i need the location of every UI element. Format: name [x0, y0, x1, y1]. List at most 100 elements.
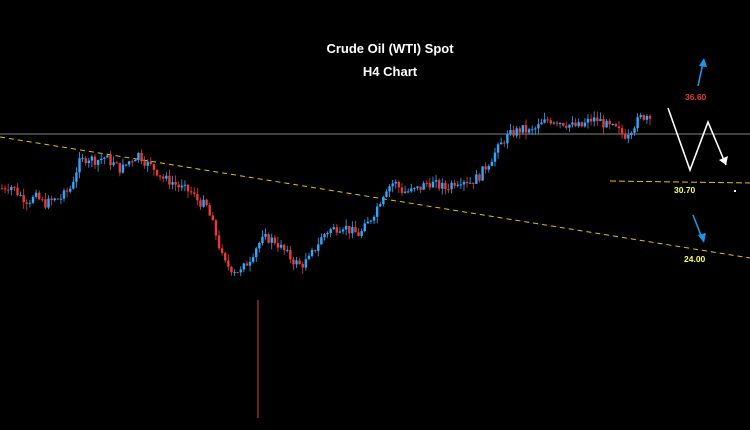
candle-body	[484, 166, 487, 170]
candle-body	[69, 188, 72, 192]
candle-body	[372, 216, 376, 221]
candle-body	[248, 261, 252, 266]
candle-body	[506, 134, 509, 144]
candle-body	[648, 115, 652, 119]
candle-body	[292, 259, 295, 265]
candle-body	[158, 175, 162, 177]
candle-body	[127, 161, 131, 165]
candle-body	[385, 191, 388, 197]
candle-body	[171, 182, 174, 185]
candle-body	[22, 194, 25, 203]
candle-body	[366, 221, 370, 224]
candle-body	[214, 220, 218, 236]
candle-body	[636, 117, 639, 129]
candle-body	[534, 128, 537, 130]
candle-body	[44, 199, 47, 208]
candle-body	[425, 183, 428, 185]
projection-path	[667, 107, 727, 173]
candle-body	[434, 180, 438, 182]
candle-body	[441, 183, 444, 189]
candle-body	[487, 166, 490, 170]
candle-body	[3, 188, 7, 190]
candle-body	[93, 156, 97, 165]
candle-body	[146, 161, 149, 166]
candle-body	[341, 229, 345, 232]
candle-body	[490, 161, 494, 167]
candle-body	[143, 161, 146, 166]
candle-body	[599, 119, 602, 122]
candle-body	[437, 180, 441, 189]
candle-body	[301, 264, 304, 268]
candle-body	[617, 126, 621, 129]
candle-body	[360, 231, 363, 237]
candle-body	[131, 161, 134, 163]
candle-body	[162, 176, 165, 179]
candle-body	[611, 124, 614, 126]
candle-body	[530, 129, 534, 131]
candle-body	[137, 152, 140, 160]
candle-body	[208, 205, 211, 216]
candle-body	[313, 250, 317, 252]
candle-body	[642, 115, 645, 120]
candle-body	[630, 132, 633, 135]
candle-body	[34, 192, 38, 197]
candle-body	[499, 142, 503, 145]
candle-body	[140, 152, 143, 162]
candle-body	[574, 122, 577, 127]
level-1-label: 30.70	[674, 185, 696, 195]
candle-body	[0, 188, 4, 190]
candle-body	[100, 158, 103, 161]
candle-body	[205, 199, 208, 206]
candle-body	[428, 183, 432, 188]
candle-body	[124, 164, 128, 166]
candle-body	[447, 189, 450, 191]
candle-body	[217, 235, 221, 249]
candle-body	[174, 182, 177, 185]
candle-body	[478, 174, 481, 181]
candle-body	[276, 243, 280, 248]
candle-body	[422, 183, 425, 190]
candle-body	[354, 226, 357, 233]
candle-body	[103, 157, 106, 159]
candle-body	[639, 115, 642, 118]
candle-body	[62, 190, 66, 199]
candle-body	[444, 183, 447, 190]
candle-body	[220, 248, 224, 253]
candle-body	[335, 227, 339, 233]
candle-body	[605, 120, 608, 128]
candle-body	[90, 156, 94, 161]
candle-body	[109, 155, 112, 166]
candle-body	[47, 198, 50, 208]
candle-body	[230, 266, 233, 273]
candle-body	[7, 189, 10, 191]
candle-body	[558, 122, 562, 124]
candle-body	[155, 169, 159, 176]
candle-body	[286, 249, 289, 251]
candle-body	[87, 160, 91, 164]
candle-body	[583, 122, 587, 127]
candle-body	[19, 194, 22, 196]
candle-body	[608, 120, 611, 125]
candle-body	[323, 234, 326, 238]
candle-body	[450, 182, 453, 190]
candle-body	[295, 260, 298, 265]
candle-body	[338, 231, 342, 233]
candle-body	[13, 186, 16, 188]
candle-body	[348, 225, 351, 234]
projection-dot	[734, 190, 736, 192]
candle-body	[633, 128, 636, 133]
candle-body	[320, 237, 323, 245]
candle-body	[245, 263, 249, 266]
candle-body	[645, 115, 649, 120]
candle-body	[456, 184, 459, 186]
candle-body	[524, 125, 528, 133]
candle-body	[375, 206, 379, 217]
candle-body	[400, 187, 404, 193]
candle-body	[468, 182, 472, 184]
candle-body	[261, 236, 264, 243]
down-arrow-head	[698, 233, 706, 243]
candle-body	[224, 252, 227, 261]
candle-body	[121, 164, 125, 173]
candle-body	[586, 118, 590, 123]
up-arrow-head	[699, 58, 707, 67]
